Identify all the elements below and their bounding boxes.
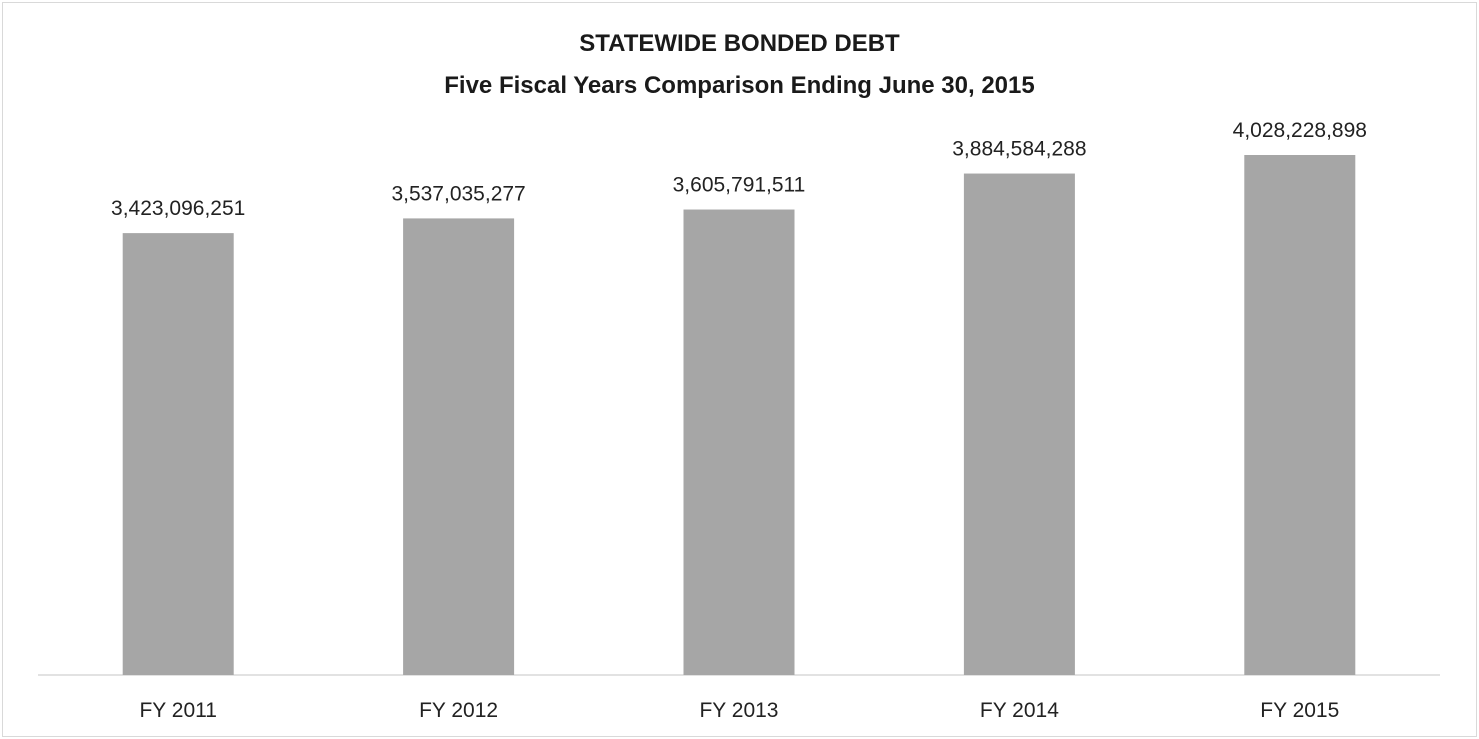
data-label-fy-2011: 3,423,096,251 xyxy=(111,197,245,220)
bar-fy-2011 xyxy=(122,233,234,675)
data-label-fy-2013: 3,605,791,511 xyxy=(673,174,806,197)
category-label-fy-2014: FY 2014 xyxy=(980,699,1059,722)
bar-fy-2014 xyxy=(963,173,1075,675)
bars-group xyxy=(122,155,1356,675)
category-label-fy-2012: FY 2012 xyxy=(419,699,498,722)
chart-title: STATEWIDE BONDED DEBT xyxy=(579,30,900,57)
data-label-fy-2012: 3,537,035,277 xyxy=(391,182,525,205)
bar-fy-2015 xyxy=(1244,155,1356,675)
category-labels-group: FY 2011 FY 2012 FY 2013 FY 2014 FY 2015 xyxy=(139,699,1339,722)
data-labels-group: 3,423,096,251 3,537,035,277 3,605,791,511 3… xyxy=(111,119,1367,220)
bar-fy-2013 xyxy=(683,209,795,675)
data-label-fy-2014: 3,884,584,288 xyxy=(952,138,1086,161)
chart-subtitle: Five Fiscal Years Comparison Ending June… xyxy=(444,72,1035,99)
bar-fy-2012 xyxy=(403,218,515,675)
category-label-fy-2015: FY 2015 xyxy=(1260,699,1339,722)
category-label-fy-2011: FY 2011 xyxy=(139,699,216,722)
data-label-fy-2015: 4,028,228,898 xyxy=(1233,119,1367,142)
category-label-fy-2013: FY 2013 xyxy=(699,699,778,722)
